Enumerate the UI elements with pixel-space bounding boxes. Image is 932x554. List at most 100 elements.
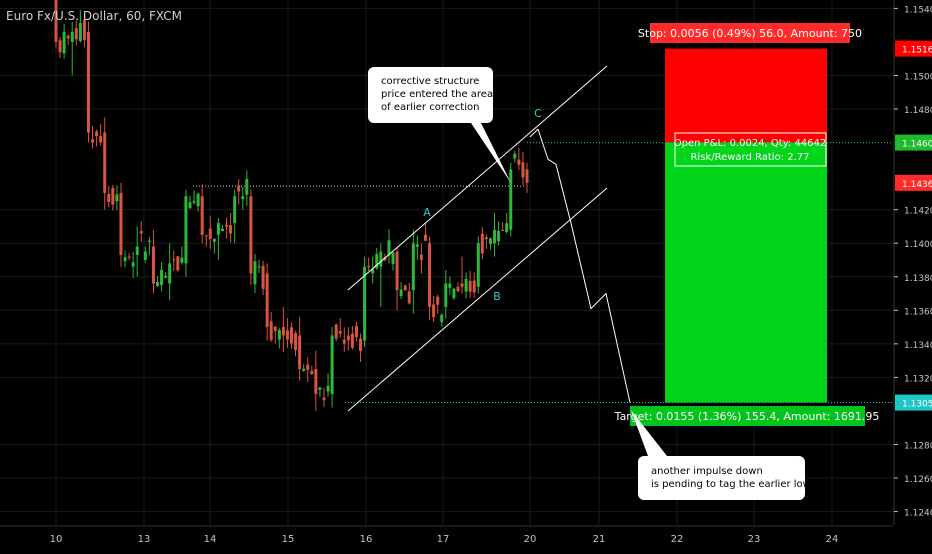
target-label: Target: 0.0155 (1.36%) 155.4, Amount: 16… [614, 410, 880, 423]
candle-down [346, 335, 350, 341]
candle-down [99, 136, 103, 143]
candle-down [74, 28, 78, 40]
candle-down [436, 296, 440, 305]
candle-up [164, 275, 168, 278]
candle-up [497, 230, 501, 242]
price-axis-label: 1.1320 [904, 374, 932, 384]
price-tag-target [895, 394, 932, 411]
candle-up [131, 262, 135, 267]
candle-up [143, 251, 147, 260]
candle-down [273, 326, 277, 331]
candle-down [359, 338, 363, 352]
candle-down [127, 256, 131, 258]
channel-upper-line[interactable] [347, 65, 608, 291]
candle-down [285, 330, 289, 340]
price-tag-last [895, 174, 932, 191]
candle-up [253, 261, 257, 285]
price-tag-label: 1.1305 [902, 400, 932, 410]
candle-down [111, 187, 115, 205]
time-axis-label: 16 [360, 534, 373, 545]
candle-down [342, 339, 346, 344]
callout-top-line: corrective structure [381, 76, 479, 87]
candle-down [82, 20, 86, 40]
candle-down [334, 324, 338, 339]
price-axis-label: 1.1240 [904, 509, 932, 519]
price-tag-label: 1.1516 [902, 46, 932, 56]
callout-top-line: price entered the area [381, 89, 493, 100]
candle-down [229, 225, 233, 234]
candle-up [277, 330, 281, 340]
candle-down [419, 254, 423, 261]
candle-down [294, 333, 298, 350]
projection-path[interactable] [537, 128, 631, 403]
projection-start-segment [529, 128, 539, 138]
candle-up [212, 238, 216, 242]
price-axis-label: 1.1500 [904, 72, 932, 82]
candle-down [107, 193, 111, 203]
candle-down [501, 229, 505, 231]
price-axis-label: 1.1340 [904, 341, 932, 351]
candle-up [411, 243, 415, 291]
pnl-line-1: Open P&L: 0.0024, Qty: 44642 [674, 138, 827, 149]
candle-down [484, 237, 488, 240]
candle-up [464, 278, 468, 292]
candle-down [91, 139, 95, 143]
stop-label: Stop: 0.0056 (0.49%) 56.0, Amount: 750 [638, 27, 862, 40]
time-axis-label: 14 [204, 534, 217, 545]
candle-up [399, 289, 403, 297]
candle-down [58, 40, 62, 53]
callout-bottom [631, 410, 805, 500]
time-axis-label: 20 [524, 534, 537, 545]
candle-up [184, 196, 188, 264]
price-axis-label: 1.1280 [904, 441, 932, 451]
candle-down [460, 283, 464, 287]
candle-down [354, 326, 358, 338]
candle-up [257, 266, 261, 268]
candle-down [350, 333, 354, 348]
candle-down [281, 327, 285, 336]
time-axis-label: 13 [138, 534, 151, 545]
candle-up [318, 387, 322, 390]
candle-down [86, 31, 90, 133]
candle-down [521, 162, 525, 178]
candle-up [123, 257, 127, 262]
candle-up [245, 179, 249, 195]
candle-up [115, 194, 119, 202]
candle-up [476, 243, 480, 287]
time-axis-label: 17 [437, 534, 450, 545]
candle-down [432, 304, 436, 318]
candle-down [269, 321, 273, 340]
candle-down [54, 0, 58, 42]
wave-label-a: A [423, 206, 431, 219]
candle-down [119, 192, 123, 255]
time-axis-label: 15 [282, 534, 295, 545]
price-tag-label: 1.1436 [902, 180, 932, 190]
price-axis-label: 1.1360 [904, 307, 932, 317]
candle-down [468, 280, 472, 292]
candle-down [517, 159, 521, 165]
candle-up [379, 251, 383, 267]
time-axis-label: 23 [748, 534, 761, 545]
candle-up [180, 257, 184, 263]
candle-down [176, 256, 180, 271]
candle-down [95, 131, 99, 137]
candle-up [70, 31, 74, 42]
candle-down [395, 251, 399, 291]
candle-down [237, 185, 241, 192]
candle-down [103, 132, 107, 193]
candle-up [220, 228, 224, 232]
candle-up [509, 169, 513, 230]
callout-bottom-line: another impulse down [651, 466, 763, 477]
candle-down [66, 35, 70, 39]
candle-up [363, 266, 367, 341]
candle-up [415, 244, 419, 247]
channel-lower-line[interactable] [347, 187, 608, 412]
target-label-box [630, 406, 865, 426]
candle-up [78, 22, 82, 42]
price-axis-label: 1.1380 [904, 274, 932, 284]
candle-up [216, 223, 220, 235]
candle-up [387, 240, 391, 256]
candle-up [493, 229, 497, 244]
